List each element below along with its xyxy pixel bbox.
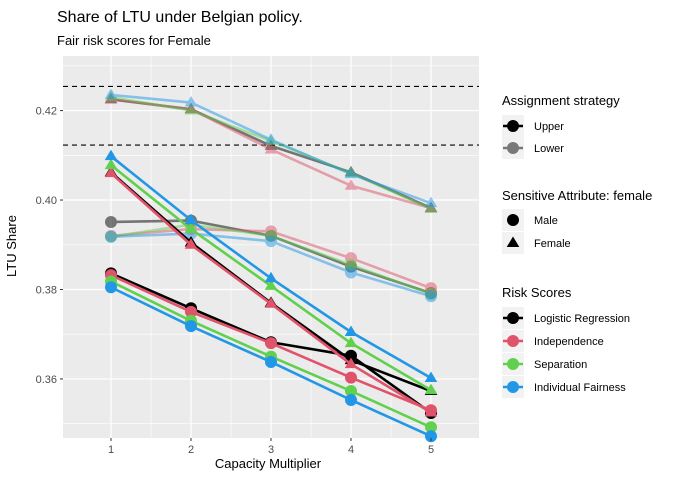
x-tick-label: 2 xyxy=(188,444,194,456)
legend-title: Risk Scores xyxy=(502,285,572,300)
series-individual_fairness-upper-female xyxy=(104,149,438,383)
data-point xyxy=(345,371,357,384)
data-point xyxy=(264,279,278,290)
data-point xyxy=(424,371,438,383)
legend-key xyxy=(503,120,523,132)
legend-key xyxy=(503,335,523,347)
data-point xyxy=(344,325,358,336)
x-tick-label: 5 xyxy=(428,444,434,456)
y-axis-label: LTU Share xyxy=(4,215,19,277)
data-point xyxy=(184,222,198,234)
data-point xyxy=(104,158,118,170)
legend-group-color: Risk Scores Logistic Regression Independen… xyxy=(502,285,630,398)
axes: 0.36 0.38 0.40 0.42 1 2 3 4 5 xyxy=(36,106,434,456)
data-point xyxy=(425,421,437,434)
legend-key-marker xyxy=(506,236,520,247)
legend-key-marker xyxy=(507,335,519,347)
data-point xyxy=(184,238,198,249)
data-point xyxy=(344,336,358,348)
legend-label: Male xyxy=(534,215,558,227)
data-point xyxy=(424,196,438,208)
data-point xyxy=(264,297,278,308)
series-individual_fairness-lower-female xyxy=(104,88,438,208)
series-layer xyxy=(104,88,438,443)
legend-label: Logistic Regression xyxy=(534,313,630,325)
data-point xyxy=(105,230,117,243)
legend-title: Sensitive Attribute: female xyxy=(502,188,652,203)
data-point xyxy=(185,305,197,318)
legend-label: Female xyxy=(534,238,571,250)
legend-label: Separation xyxy=(534,359,587,371)
data-point xyxy=(344,357,358,369)
legend-key xyxy=(506,236,520,247)
data-point xyxy=(264,142,278,154)
data-point xyxy=(345,393,357,406)
legend-group-shape: Sensitive Attribute: female Male Female xyxy=(502,188,652,254)
series-individual_fairness-upper-male xyxy=(105,281,437,443)
data-point xyxy=(105,215,117,228)
data-point xyxy=(265,355,277,368)
data-point xyxy=(424,202,438,213)
data-point xyxy=(425,430,437,443)
chart-subtitle: Fair risk scores for Female xyxy=(57,33,211,48)
data-point xyxy=(104,149,118,161)
legend-key-marker xyxy=(507,312,519,324)
y-tick-label: 0.36 xyxy=(36,374,57,386)
data-point xyxy=(184,96,198,107)
legend-key xyxy=(503,312,523,324)
x-axis-label: Capacity Multiplier xyxy=(215,456,322,471)
legend-key-marker xyxy=(507,358,519,370)
y-tick-label: 0.38 xyxy=(36,284,57,296)
data-point xyxy=(104,88,118,99)
legend: Assignment strategy Upper Lower Sensitive A… xyxy=(502,93,652,398)
legend-title: Assignment strategy xyxy=(502,93,620,108)
legend-label: Independence xyxy=(534,336,604,348)
data-point xyxy=(105,281,117,294)
series-separation-upper-female xyxy=(104,158,438,395)
legend-key-marker xyxy=(507,381,519,393)
data-point xyxy=(425,290,437,303)
chart-title: Share of LTU under Belgian policy. xyxy=(57,9,303,26)
legend-key xyxy=(507,214,519,226)
data-point xyxy=(345,266,357,279)
series-individual_fairness-lower-male xyxy=(105,227,437,303)
data-point xyxy=(265,337,277,350)
legend-label: Individual Fairness xyxy=(534,382,626,394)
legend-group-alpha: Assignment strategy Upper Lower xyxy=(502,93,620,159)
data-point xyxy=(344,179,358,190)
legend-key xyxy=(503,381,523,393)
data-point xyxy=(344,167,358,179)
data-point xyxy=(264,133,278,144)
legend-key-marker xyxy=(507,214,519,226)
y-tick-label: 0.42 xyxy=(36,106,57,118)
data-point xyxy=(184,213,198,225)
x-tick-label: 1 xyxy=(108,444,114,456)
series-independence-upper-female xyxy=(104,166,438,417)
legend-label: Lower xyxy=(534,143,564,155)
data-point xyxy=(424,405,438,417)
legend-label: Upper xyxy=(534,121,564,133)
data-point xyxy=(345,385,357,398)
legend-key xyxy=(503,142,523,154)
data-point xyxy=(185,320,197,333)
legend-key xyxy=(503,358,523,370)
data-point xyxy=(184,104,198,115)
x-tick-label: 3 xyxy=(268,444,274,456)
data-point xyxy=(424,383,438,395)
data-point xyxy=(265,235,277,248)
data-point xyxy=(104,166,118,178)
legend-key-marker xyxy=(507,120,519,132)
legend-key-marker xyxy=(507,142,519,154)
data-point xyxy=(264,271,278,283)
x-tick-label: 4 xyxy=(348,444,354,456)
y-tick-label: 0.40 xyxy=(36,195,57,207)
